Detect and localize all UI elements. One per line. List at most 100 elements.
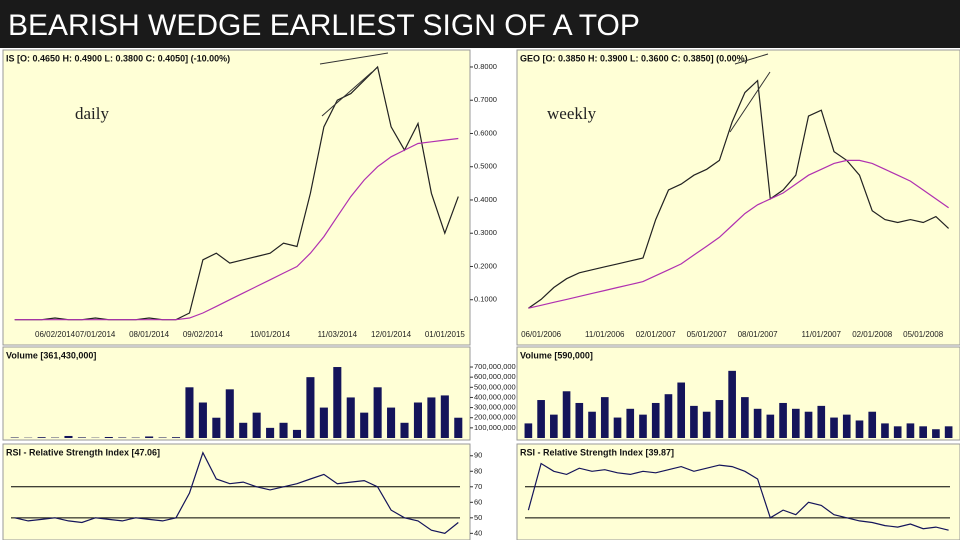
annotation: daily — [75, 104, 109, 123]
line — [528, 79, 950, 309]
y-tick-label: 200,000,000 — [474, 413, 516, 422]
panels: 0.1000 0.2000 0.3000 0.4000 0.5000 0.6000 0.70… — [2, 49, 960, 540]
y-tick-label: 0.7000 — [474, 95, 497, 104]
panel — [2, 443, 471, 540]
panel — [516, 49, 960, 346]
y-tick-label: 0.1000 — [474, 295, 497, 304]
bar — [10, 437, 19, 438]
bar — [741, 397, 749, 438]
bar — [893, 426, 902, 438]
x-tick-label: 05/01/2007 — [687, 330, 728, 339]
x-tick-label: 08/01/2007 — [738, 330, 779, 339]
y-tick-label: 0.6000 — [474, 128, 497, 137]
bar — [198, 402, 207, 438]
bar — [575, 402, 584, 438]
bar — [413, 402, 422, 438]
x-tick-label: 11/01/2007 — [802, 330, 842, 339]
bar — [944, 426, 953, 438]
line — [14, 65, 459, 321]
bar — [266, 427, 275, 438]
x-tick-label: 12/01/2014 — [371, 330, 412, 339]
bar — [906, 423, 915, 438]
y-tick-label: 0.4000 — [474, 195, 497, 204]
bar — [600, 397, 609, 438]
y-tick-label: 700,000,000 — [474, 362, 516, 371]
bar — [791, 408, 800, 438]
bar — [766, 414, 775, 438]
y-tick-label: 100,000,000 — [474, 423, 516, 432]
bar — [306, 377, 315, 438]
panel — [2, 346, 471, 441]
bar — [252, 412, 261, 438]
bar — [212, 417, 221, 438]
bar — [753, 408, 762, 438]
y-tick-label: 60 — [474, 497, 482, 506]
bar — [932, 429, 940, 438]
y-tick-label: 600,000,000 — [474, 372, 516, 381]
y-tick-label: 40 — [474, 528, 482, 537]
bar — [677, 382, 686, 438]
bar — [64, 435, 73, 438]
panel-legend: IS [O: 0.4650 H: 0.4900 L: 0.3800 C: 0.4… — [6, 53, 230, 63]
bar — [626, 408, 635, 438]
x-tick-label: 06/01/2006 — [521, 330, 562, 339]
y-tick-label: 0.8000 — [474, 62, 497, 71]
x-tick-label: 07/01/2014 — [75, 330, 116, 339]
bar — [842, 414, 851, 438]
panel-legend: RSI - Relative Strength Index [39.87] — [520, 447, 674, 457]
panel-legend: GEO [O: 0.3850 H: 0.3900 L: 0.3600 C: 0.… — [520, 53, 748, 63]
bar — [804, 411, 813, 438]
x-tick-label: 08/01/2014 — [129, 330, 170, 339]
bar — [664, 394, 673, 438]
bar — [185, 387, 194, 438]
x-tick-label: 11/03/2014 — [318, 330, 358, 339]
x-tick-label: 02/01/2008 — [852, 330, 893, 339]
bar — [881, 423, 889, 438]
panel-legend: Volume [361,430,000] — [6, 350, 96, 360]
x-tick-label: 02/01/2007 — [636, 330, 677, 339]
bar — [292, 429, 302, 438]
bar — [702, 411, 711, 438]
bar — [613, 417, 622, 438]
bar — [37, 437, 46, 438]
wedge-line — [729, 71, 771, 133]
bar — [690, 405, 698, 438]
bar — [104, 436, 113, 438]
bar — [319, 407, 328, 438]
title-bar — [0, 0, 960, 48]
y-tick-label: 0.3000 — [474, 228, 497, 237]
bar — [346, 397, 355, 438]
line — [14, 451, 459, 534]
wedge-lines — [319, 52, 771, 133]
wedge-line — [321, 71, 373, 117]
bar — [158, 437, 167, 438]
y-tick-label: 500,000,000 — [474, 382, 516, 391]
bar — [639, 414, 647, 438]
x-tick-label: 10/01/2014 — [250, 330, 291, 339]
y-tick-label: 50 — [474, 513, 482, 522]
bar — [239, 422, 248, 438]
bar — [171, 437, 181, 438]
bar — [360, 412, 369, 438]
bar — [373, 387, 382, 438]
panel — [516, 346, 960, 441]
bar — [333, 367, 342, 438]
y-tick-label: 0.2000 — [474, 261, 497, 270]
x-tick-label: 11/01/2006 — [585, 330, 625, 339]
x-tick-label: 05/01/2008 — [903, 330, 944, 339]
bar — [454, 417, 463, 438]
bar — [728, 370, 736, 438]
bar — [427, 397, 436, 438]
panel — [516, 443, 960, 540]
bar — [919, 426, 927, 438]
bar — [779, 402, 787, 438]
bar — [537, 400, 545, 438]
bar — [855, 420, 864, 438]
bar — [387, 407, 396, 438]
slide-title: BEARISH WEDGE EARLIEST SIGN OF A TOP — [8, 9, 640, 42]
annotation: weekly — [547, 104, 597, 123]
bar — [145, 436, 154, 438]
